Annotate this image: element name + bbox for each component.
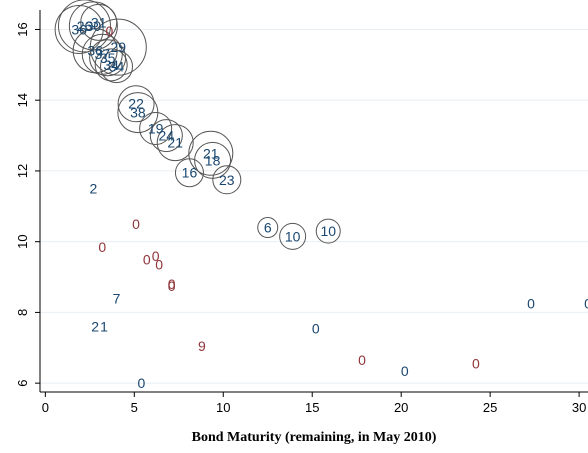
bubble-0-20: [279, 222, 307, 250]
marker-label-2-0: 0: [105, 23, 113, 39]
marker-label-0-3: 31: [91, 14, 107, 30]
marker-label-0-13: 24: [159, 128, 175, 144]
x-tick-label-1: 5: [131, 400, 138, 415]
bubble-0-7: [89, 18, 147, 76]
x-tick-label-0: 0: [42, 400, 49, 415]
marker-label-1-0: 2: [89, 181, 97, 197]
bubble-0-9: [100, 50, 134, 84]
bubble-0-3: [80, 3, 118, 41]
marker-label-0-6: 35: [100, 50, 116, 66]
marker-label-2-8: 9: [198, 338, 206, 354]
y-tick-label-1: 8: [15, 309, 30, 316]
marker-label-2-4: 0: [152, 248, 160, 264]
bubble-0-21: [315, 218, 341, 244]
marker-label-1-4: 0: [312, 320, 320, 336]
marker-label-0-18: 23: [219, 172, 235, 188]
x-tick-label-5: 25: [483, 400, 497, 415]
marker-label-2-7: 0: [168, 278, 176, 294]
marker-label-0-16: 18: [205, 152, 221, 168]
bubble-0-12: [139, 111, 173, 145]
bubble-0-13: [149, 119, 183, 153]
marker-label-2-5: 0: [155, 257, 163, 273]
bubble-0-15: [188, 130, 234, 176]
x-tick-label-2: 10: [216, 400, 230, 415]
y-tick-label-4: 14: [15, 93, 30, 107]
marker-label-2-3: 0: [143, 251, 151, 267]
bubble-0-10: [117, 85, 155, 123]
marker-label-0-14: 21: [167, 135, 183, 151]
marker-label-0-7: 29: [110, 39, 126, 55]
marker-label-1-7: 0: [527, 296, 535, 312]
marker-label-0-20: 10: [285, 228, 301, 244]
marker-label-0-10: 22: [128, 96, 144, 112]
marker-label-1-1: 7: [113, 290, 121, 306]
marker-label-1-6: 0: [401, 363, 409, 379]
axes: [39, 10, 588, 393]
marker-label-0-9: 34: [109, 59, 125, 75]
y-tick-label-2: 10: [15, 234, 30, 248]
marker-label-2-1: 0: [98, 239, 106, 255]
bubble-0-2: [68, 1, 118, 51]
gridlines: [40, 28, 588, 384]
marker-label-2-10: 0: [472, 356, 480, 372]
marker-label-1-2: 2: [91, 319, 99, 335]
marker-label-0-19: 6: [264, 220, 272, 236]
x-axis-title: Bond Maturity (remaining, in May 2010): [192, 430, 437, 445]
bubble-0-1: [57, 0, 111, 53]
marker-label-0-1: 26: [77, 18, 93, 34]
marker-label-0-15: 21: [203, 145, 219, 161]
bubble-0-8: [94, 48, 128, 82]
x-ticks: 0 5 10 15 20 25 30: [42, 392, 586, 415]
marker-label-0-5: 37: [94, 46, 110, 62]
bubble-0-18: [212, 165, 242, 195]
x-tick-label-6: 30: [572, 400, 586, 415]
y-tick-label-3: 12: [15, 164, 30, 178]
bubble-markers: [54, 0, 341, 250]
bubble-0-17: [174, 158, 204, 188]
marker-label-0-8: 34: [103, 57, 119, 73]
y-ticks: 6 8 10 12 14 16: [15, 22, 40, 387]
marker-label-0-17: 16: [182, 165, 198, 181]
bubble-0-14: [156, 124, 194, 162]
x-tick-label-3: 15: [305, 400, 319, 415]
bubble-0-19: [257, 217, 279, 239]
marker-label-2-9: 0: [358, 352, 366, 368]
marker-label-0-2: 30: [86, 18, 102, 34]
marker-label-2-2: 0: [132, 216, 140, 232]
y-tick-label-0: 6: [15, 380, 30, 387]
bubble-0-0: [54, 4, 104, 54]
marker-label-1-5: 0: [138, 375, 146, 391]
marker-label-1-3: 1: [100, 319, 108, 335]
marker-label-0-21: 10: [320, 223, 336, 239]
marker-label-1-8: 0: [584, 296, 588, 312]
marker-label-0-12: 19: [148, 120, 164, 136]
marker-label-0-11: 38: [130, 105, 146, 121]
marker-label-0-4: 36: [87, 43, 103, 59]
marker-label-0-0: 36: [71, 21, 87, 37]
x-tick-label-4: 20: [394, 400, 408, 415]
y-tick-label-5: 16: [15, 22, 30, 36]
marker-label-2-6: 0: [168, 276, 176, 292]
